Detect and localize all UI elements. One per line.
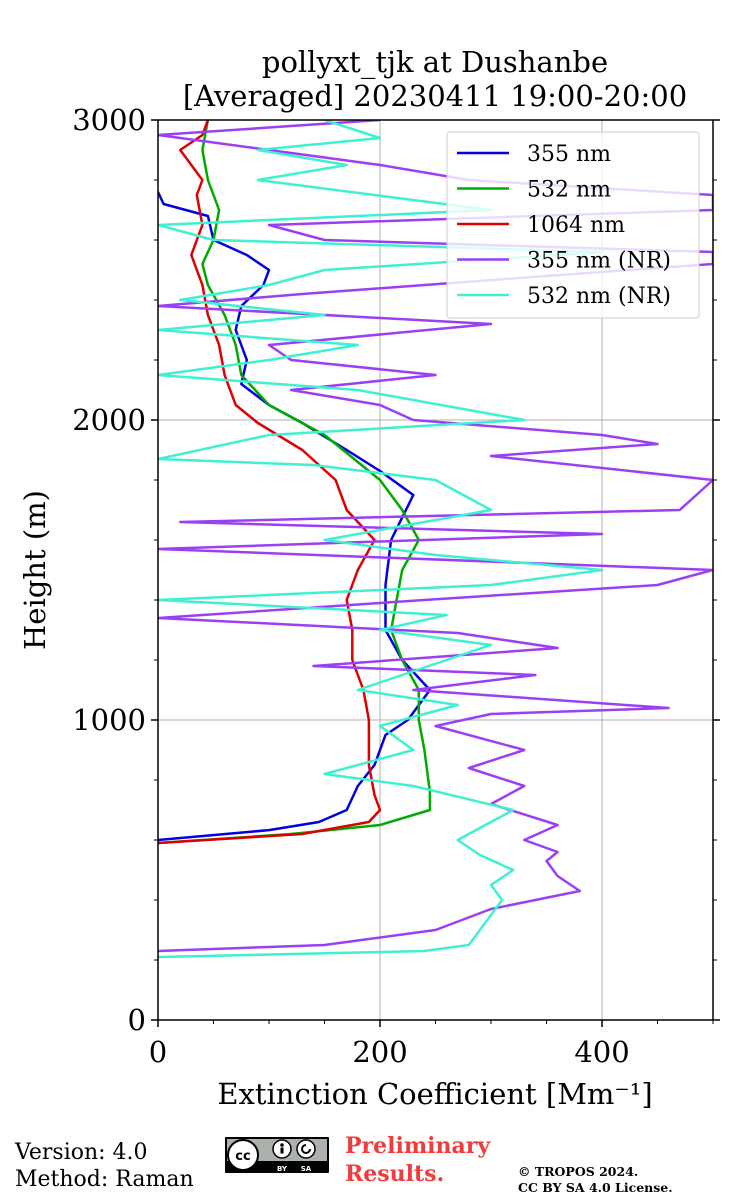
y-tick-label: 3000 — [72, 103, 146, 137]
chart-subtitle: [Averaged] 20230411 19:00-20:00 — [183, 79, 687, 113]
y-tick-label: 1000 — [72, 703, 146, 737]
svg-text:BY: BY — [277, 1165, 288, 1173]
x-tick-label: 200 — [352, 1035, 407, 1069]
series-line-355-nm-nr- — [158, 120, 713, 953]
x-axis-label: Extinction Coefficient [Mm⁻¹] — [217, 1077, 652, 1111]
series-line-1064-nm — [158, 120, 382, 845]
cc-license-icon: cc BY SA — [225, 1137, 329, 1173]
copyright-line1: © TROPOS 2024. — [518, 1164, 639, 1179]
method-text: Method: Raman — [15, 1167, 194, 1192]
copyright-notice: © TROPOS 2024. CC BY SA 4.0 License. — [518, 1164, 673, 1196]
version-text: Version: 4.0 — [15, 1140, 148, 1165]
series-line-532-nm — [158, 120, 432, 845]
legend-label: 355 nm (NR) — [527, 249, 671, 274]
legend-label: 532 nm — [527, 178, 611, 203]
legend-label: 532 nm (NR) — [527, 284, 671, 309]
preliminary-notice: Preliminary Results. — [345, 1132, 490, 1188]
y-axis-label: Height (m) — [18, 490, 52, 650]
preliminary-line1: Preliminary — [345, 1133, 491, 1159]
svg-text:cc: cc — [235, 1149, 250, 1164]
preliminary-line2: Results. — [345, 1161, 445, 1187]
x-tick-label: 0 — [149, 1035, 167, 1069]
copyright-line2: CC BY SA 4.0 License. — [518, 1180, 673, 1195]
svg-text:SA: SA — [301, 1165, 312, 1173]
chart-title: pollyxt_tjk at Dushanbe — [262, 45, 608, 80]
legend-label: 355 nm — [527, 142, 611, 167]
version-info: Version: 4.0 Method: Raman — [15, 1139, 194, 1193]
y-tick-label: 2000 — [72, 403, 146, 437]
legend: 355 nm 532 nm 1064 nm 355 nm (NR) 532 nm (NR… — [446, 131, 700, 319]
x-tick-label: 400 — [574, 1035, 629, 1069]
legend-box — [446, 131, 700, 319]
legend-label: 1064 nm — [527, 213, 625, 238]
series-line-355-nm — [158, 191, 432, 842]
ticks: 0 200 400 0 1000 2000 3000 — [72, 103, 720, 1069]
y-tick-label: 0 — [128, 1003, 146, 1037]
